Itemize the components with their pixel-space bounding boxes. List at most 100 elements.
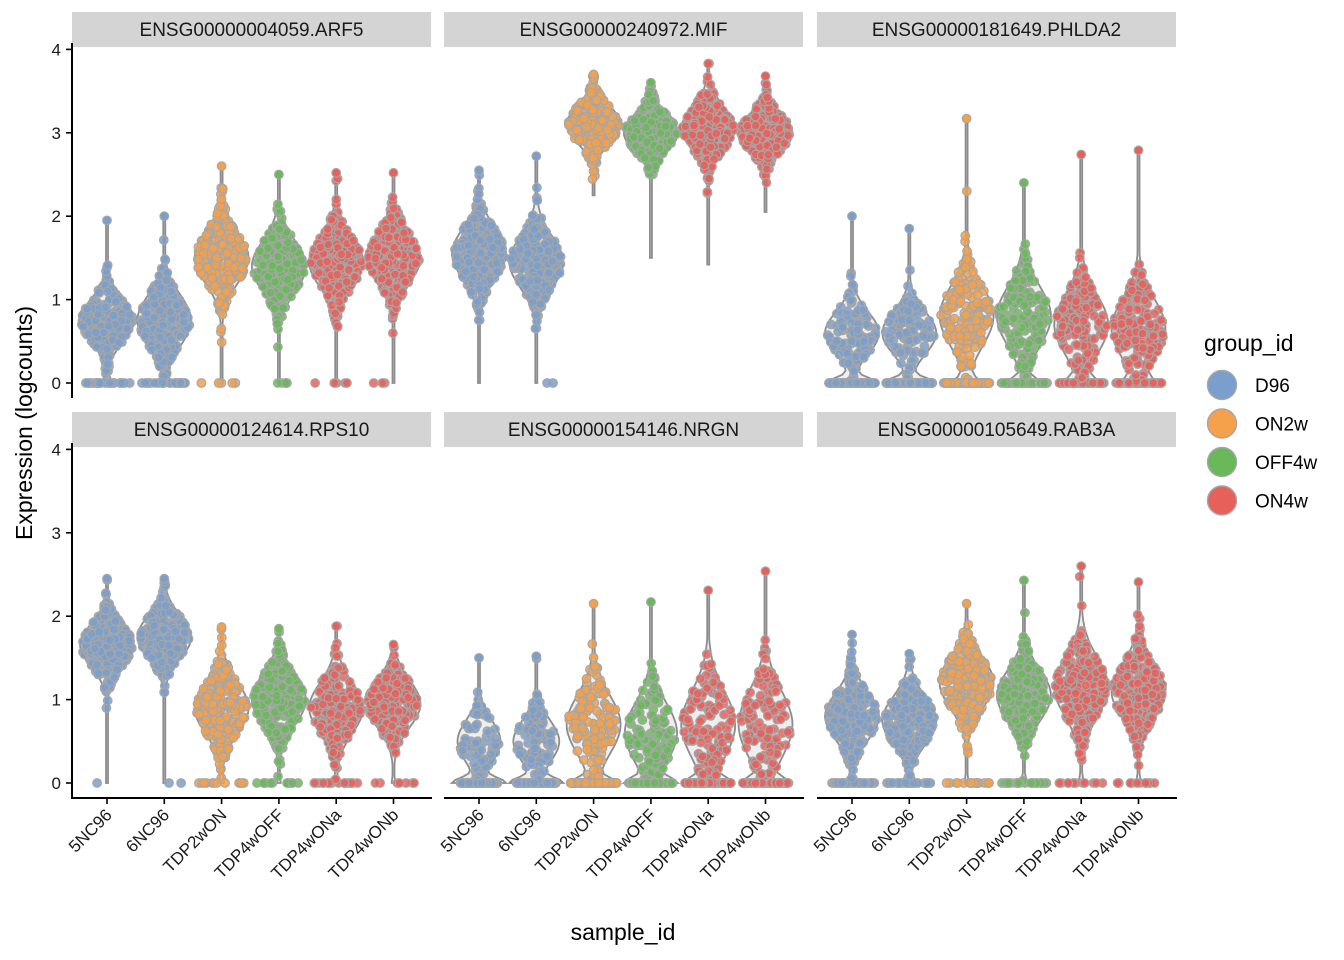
data-point (918, 331, 928, 342)
data-point (108, 624, 119, 635)
data-point (237, 263, 248, 274)
data-point (578, 113, 589, 124)
data-point (1157, 329, 1168, 340)
data-point (451, 251, 462, 262)
data-point (166, 335, 177, 346)
data-point (200, 240, 210, 250)
data-point (370, 253, 381, 264)
y-tick-label: 1 (52, 291, 61, 310)
data-point (235, 272, 246, 282)
data-point (641, 122, 651, 133)
data-point (333, 281, 344, 291)
data-point (1019, 300, 1029, 311)
data-point (896, 358, 906, 369)
data-point (890, 378, 901, 388)
data-point (531, 151, 542, 162)
data-point (196, 378, 207, 388)
data-point (1135, 316, 1146, 326)
data-point (263, 243, 274, 253)
data-point (159, 211, 170, 222)
data-point (222, 248, 233, 258)
data-point (463, 240, 474, 251)
data-point (961, 113, 972, 124)
data-point (762, 92, 773, 103)
data-point (1008, 349, 1019, 360)
data-point (348, 235, 359, 246)
data-point (492, 266, 503, 277)
data-point (847, 211, 857, 222)
data-point (272, 378, 283, 388)
data-point (1139, 295, 1150, 306)
data-point (155, 282, 166, 293)
data-point (211, 222, 222, 232)
data-point (961, 310, 971, 321)
data-point (148, 292, 159, 303)
data-point (267, 260, 278, 271)
data-point (976, 327, 986, 338)
data-point (214, 298, 225, 308)
data-point (1005, 283, 1016, 294)
data-point (166, 286, 176, 297)
data-point (1089, 333, 1100, 344)
y-tick-label: 0 (52, 774, 61, 793)
data-point (376, 262, 387, 273)
data-point (695, 139, 705, 150)
data-point (193, 262, 204, 273)
data-point (704, 112, 715, 122)
data-point (1080, 272, 1091, 283)
data-point (157, 378, 168, 388)
data-point (1000, 316, 1011, 327)
data-point (1139, 378, 1150, 388)
data-point (102, 215, 112, 226)
data-point (91, 659, 102, 670)
data-point (175, 378, 186, 388)
data-point (491, 258, 502, 268)
data-point (831, 336, 842, 347)
data-point (217, 309, 228, 320)
data-point (225, 233, 236, 244)
data-point (78, 321, 89, 332)
data-point (702, 186, 713, 197)
data-point (906, 298, 916, 309)
data-point (155, 332, 165, 343)
data-point (846, 295, 856, 306)
data-point (283, 274, 293, 285)
data-point (744, 133, 755, 144)
data-point (852, 378, 862, 388)
data-point (1072, 325, 1083, 335)
data-point (326, 214, 337, 225)
data-point (110, 296, 121, 307)
data-point (654, 143, 665, 154)
data-point (258, 281, 268, 292)
facet-title: ENSG00000240972.MIF (519, 20, 727, 41)
data-point (761, 177, 772, 188)
data-point (998, 302, 1009, 312)
data-point (1039, 378, 1050, 388)
data-point (703, 58, 714, 69)
data-point (324, 283, 335, 293)
data-point (760, 71, 771, 81)
data-point (532, 195, 542, 206)
data-point (555, 251, 565, 262)
data-point (920, 378, 931, 388)
data-point (400, 277, 411, 287)
y-tick-label: 4 (52, 40, 61, 59)
data-point (572, 105, 583, 116)
data-point (712, 100, 723, 111)
data-point (914, 320, 924, 331)
data-point (587, 174, 598, 184)
data-point (82, 303, 92, 314)
data-point (1073, 355, 1084, 366)
data-point (532, 261, 543, 271)
data-point (917, 348, 927, 358)
data-point (904, 315, 915, 326)
data-point (1063, 344, 1074, 355)
data-point (859, 336, 870, 347)
data-point (92, 778, 102, 788)
data-point (543, 246, 554, 257)
data-point (122, 323, 132, 334)
data-point (211, 253, 222, 264)
facet-panel: ENSG00000181649.PHLDA2 (817, 12, 1176, 388)
data-point (719, 114, 730, 125)
